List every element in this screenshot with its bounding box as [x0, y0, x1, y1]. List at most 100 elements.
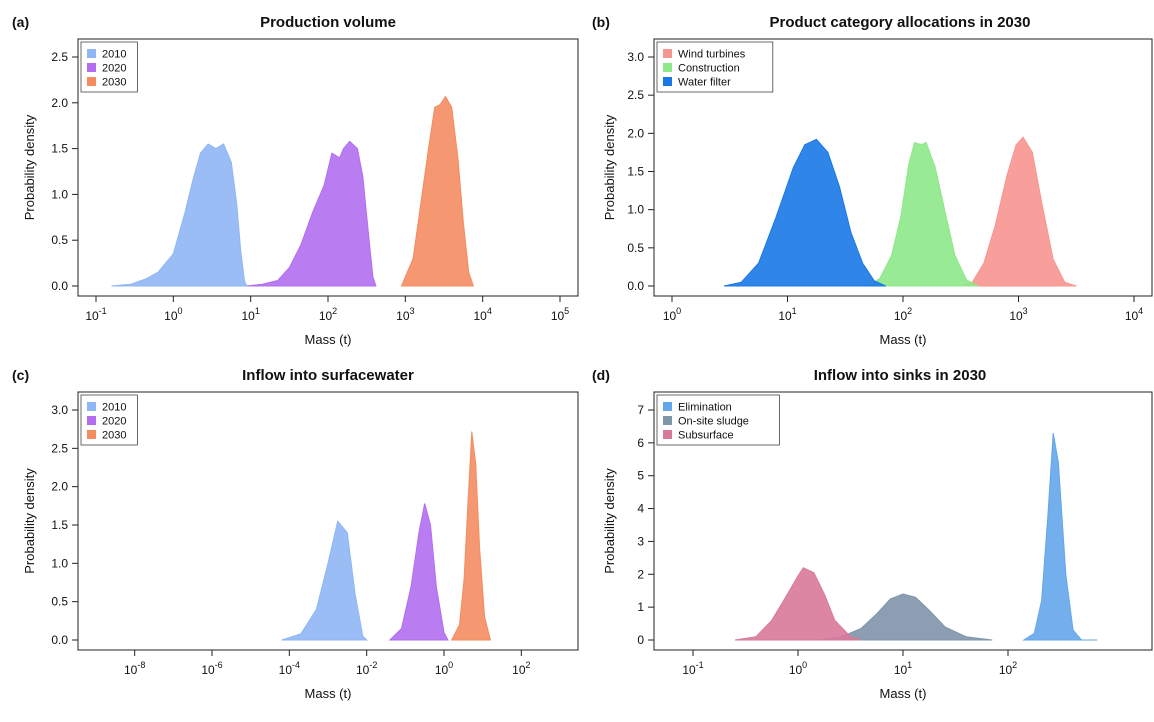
legend-swatch: [87, 63, 96, 72]
legend: 2010 2020 2030: [80, 394, 138, 446]
legend: Wind turbines Construction Water filter: [656, 41, 774, 93]
y-tick-label: 0.0: [51, 633, 68, 647]
legend: Elimination On-site sludge Subsurface: [656, 394, 780, 446]
legend-swatch: [663, 402, 672, 411]
x-tick-label: 103: [396, 306, 414, 323]
legend-swatch: [663, 77, 672, 86]
density-area-water-filter: [723, 138, 886, 287]
plot-frame: [77, 391, 579, 651]
y-tick-label: 1.0: [51, 187, 68, 201]
x-axis-label: Mass (t): [305, 686, 352, 701]
chart-panel-2: (c) Inflow into surfacewater 0.0 0.5 1.0 1.5 2…: [12, 367, 579, 701]
x-tick-label: 100: [663, 306, 681, 323]
legend-box: [656, 41, 774, 93]
density-area-2030: [400, 95, 475, 287]
x-tick-label: 102: [319, 306, 337, 323]
y-tick-label: 2: [637, 567, 644, 581]
y-tick-label: 2.5: [51, 441, 68, 455]
x-tick-label: 100: [435, 660, 453, 677]
x-tick-label: 101: [894, 660, 912, 677]
density-area-construction: [866, 141, 979, 287]
y-axis-label: Probability density: [22, 114, 37, 220]
density-area-2020: [246, 140, 377, 287]
x-tick-label: 10-1: [682, 660, 703, 677]
density-area-2010: [281, 520, 368, 641]
chart-title: Inflow into surfacewater: [242, 367, 414, 384]
y-tick-label: 7: [637, 403, 644, 417]
x-tick-label: 103: [1009, 306, 1027, 323]
legend-box: [656, 394, 780, 446]
x-axis-label: Mass (t): [305, 332, 352, 347]
legend-swatch: [87, 77, 96, 86]
x-tick-label: 10-1: [85, 306, 106, 323]
density-area-2030: [450, 431, 492, 641]
legend-swatch: [663, 416, 672, 425]
x-tick-label: 102: [512, 660, 530, 677]
density-area-wind-turbines: [960, 136, 1077, 287]
legend-label: 2010: [102, 402, 126, 414]
x-tick-label: 10-2: [356, 660, 377, 677]
y-tick-label: 0.5: [51, 595, 68, 609]
x-tick-label: 100: [164, 306, 182, 323]
x-tick-label: 102: [999, 660, 1017, 677]
y-tick-label: 6: [637, 436, 644, 450]
legend-swatch: [663, 63, 672, 72]
x-tick-label: 10-6: [201, 660, 222, 677]
y-axis-label: Probability density: [602, 114, 617, 220]
y-tick-label: 2.5: [627, 88, 644, 102]
y-tick-label: 0.5: [51, 233, 68, 247]
panel-label: (b): [592, 14, 610, 30]
density-area-2020: [388, 503, 449, 641]
y-tick-label: 1: [637, 600, 644, 614]
x-tick-label: 101: [241, 306, 259, 323]
legend-label: 2010: [102, 49, 126, 61]
density-area-2010: [111, 143, 248, 287]
y-tick-label: 0.0: [627, 279, 644, 293]
chart-panel-3: (d) Inflow into sinks in 2030 0 1 2 3 4 5 6 7 10-1…: [592, 367, 1153, 701]
x-tick-label: 101: [778, 306, 796, 323]
legend-label: 2030: [102, 430, 126, 442]
y-tick-label: 2.0: [51, 480, 68, 494]
y-tick-label: 2.0: [627, 126, 644, 140]
legend-label: 2020: [102, 63, 126, 75]
y-tick-label: 3.0: [627, 50, 644, 64]
density-area-elimination: [1022, 432, 1098, 641]
y-tick-label: 3: [637, 534, 644, 548]
y-tick-label: 0.5: [627, 241, 644, 255]
legend: 2010 2020 2030: [80, 41, 138, 93]
x-tick-label: 104: [473, 306, 491, 323]
density-area-on-site-sludge: [818, 593, 993, 641]
y-tick-label: 4: [637, 502, 644, 516]
y-tick-label: 2.0: [51, 96, 68, 110]
chart-title: Product category allocations in 2030: [770, 14, 1031, 31]
legend-label: Construction: [678, 63, 740, 75]
y-axis-label: Probability density: [602, 468, 617, 574]
chart-title: Inflow into sinks in 2030: [814, 367, 987, 384]
chart-panel-1: (b) Product category allocations in 2030 0…: [592, 14, 1153, 347]
legend-label: Subsurface: [678, 430, 734, 442]
x-axis-label: Mass (t): [880, 332, 927, 347]
y-tick-label: 1.5: [627, 165, 644, 179]
y-tick-label: 1.0: [51, 556, 68, 570]
x-tick-label: 10-8: [124, 660, 145, 677]
y-tick-label: 1.5: [51, 518, 68, 532]
y-tick-label: 2.5: [51, 50, 68, 64]
legend-swatch: [87, 49, 96, 58]
legend-label: On-site sludge: [678, 416, 749, 428]
y-tick-label: 5: [637, 469, 644, 483]
density-area-subsurface: [734, 567, 862, 641]
x-tick-label: 10-4: [279, 660, 300, 677]
y-tick-label: 0: [637, 633, 644, 647]
legend-label: 2030: [102, 77, 126, 89]
legend-label: Water filter: [678, 77, 731, 89]
y-tick-label: 1.0: [627, 203, 644, 217]
y-tick-label: 0.0: [51, 279, 68, 293]
x-tick-label: 100: [789, 660, 807, 677]
y-axis-label: Probability density: [22, 468, 37, 574]
legend-label: Wind turbines: [678, 49, 746, 61]
x-tick-label: 102: [894, 306, 912, 323]
legend-swatch: [87, 416, 96, 425]
x-tick-label: 105: [551, 306, 569, 323]
